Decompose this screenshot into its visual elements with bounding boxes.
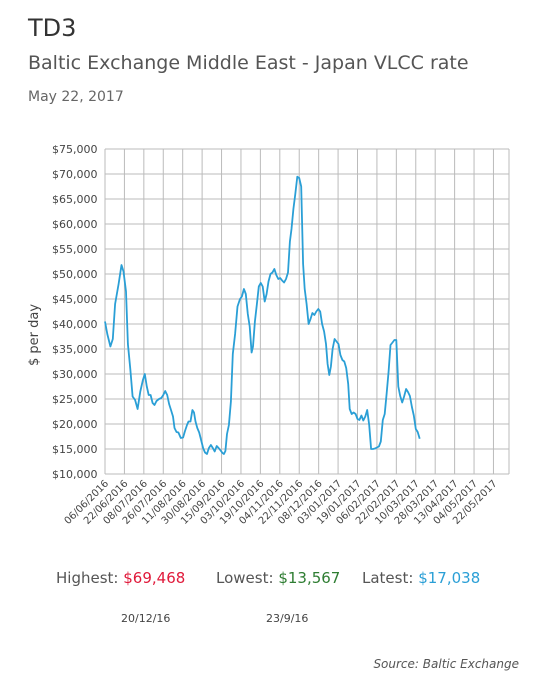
chart-title: Baltic Exchange Middle East - Japan VLCC…: [28, 52, 469, 74]
y-tick-label: $20,000: [52, 418, 98, 431]
y-tick-label: $35,000: [52, 343, 98, 356]
highest-date: 20/12/16: [121, 612, 171, 625]
y-tick-label: $15,000: [52, 443, 98, 456]
chart-grid: [104, 148, 510, 475]
x-axis-ticks: 06/06/201622/06/201608/07/201626/07/2016…: [63, 478, 500, 527]
y-tick-label: $25,000: [52, 393, 98, 406]
y-tick-label: $40,000: [52, 318, 98, 331]
stat-lowest: Lowest: $13,567: [216, 569, 340, 587]
lowest-date: 23/9/16: [266, 612, 309, 625]
y-axis-label: $ per day: [27, 304, 42, 366]
y-tick-label: $10,000: [52, 468, 98, 481]
highest-label: Highest:: [56, 569, 119, 587]
y-axis-ticks: $10,000 $15,000 $20,000 $25,000 $30,000 $35,0…: [52, 143, 98, 481]
rate-line-chart: $10,000 $15,000 $20,000 $25,000 $30,000 $35,0…: [27, 143, 510, 527]
y-tick-label: $30,000: [52, 368, 98, 381]
lowest-label: Lowest:: [216, 569, 274, 587]
chart-code: TD3: [28, 14, 77, 42]
highest-value: $69,468: [123, 569, 186, 587]
chart-date: May 22, 2017: [28, 89, 124, 105]
lowest-value: $13,567: [278, 569, 341, 587]
y-tick-label: $70,000: [52, 168, 98, 181]
y-tick-label: $65,000: [52, 193, 98, 206]
latest-label: Latest:: [362, 569, 414, 587]
y-tick-label: $50,000: [52, 268, 98, 281]
latest-value: $17,038: [418, 569, 481, 587]
y-tick-label: $45,000: [52, 293, 98, 306]
y-tick-label: $55,000: [52, 243, 98, 256]
stats-row: Highest: $69,468 Lowest: $13,567 Latest:…: [0, 569, 551, 591]
source-note: Source: Baltic Exchange: [373, 657, 519, 671]
stat-latest: Latest: $17,038: [362, 569, 480, 587]
stat-highest: Highest: $69,468: [56, 569, 185, 587]
y-tick-label: $75,000: [52, 143, 98, 156]
vlcc-rate-line: [104, 175, 421, 455]
y-tick-label: $60,000: [52, 218, 98, 231]
